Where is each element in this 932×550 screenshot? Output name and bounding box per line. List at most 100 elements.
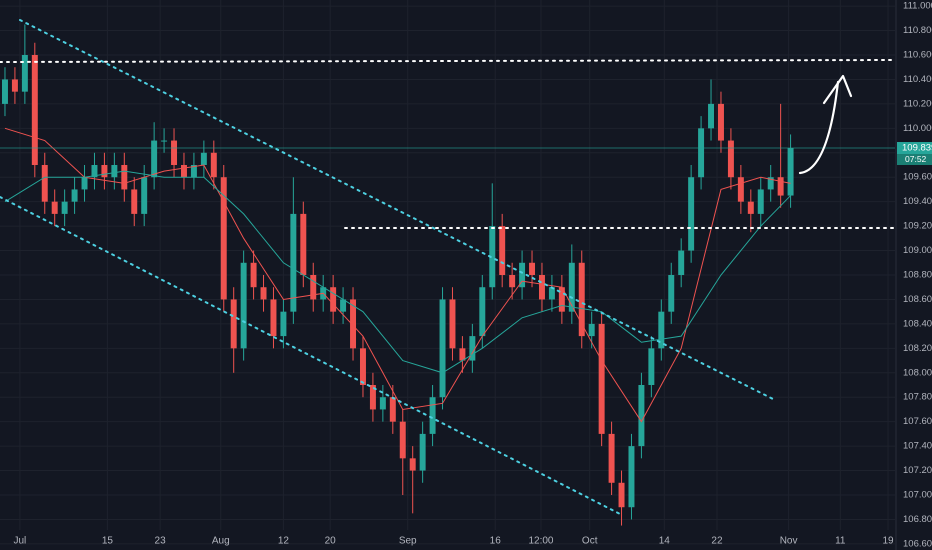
y-tick-label: 110.200 [903, 98, 932, 109]
candle-body [598, 323, 605, 434]
candle-body [1, 79, 8, 104]
candle-body [131, 189, 138, 214]
candle-body [369, 385, 376, 410]
candle-body [698, 128, 705, 178]
y-tick-label: 111.000 [903, 1, 932, 12]
candle-body [648, 348, 655, 385]
candle-body [429, 397, 436, 434]
candle-body [618, 482, 625, 508]
candle-body [558, 287, 565, 312]
candle-body [101, 165, 108, 178]
candle-body [628, 446, 635, 508]
candle-body [658, 311, 665, 349]
candle-body [538, 275, 545, 300]
x-tick-label: 19 [882, 536, 894, 547]
y-tick-label: 109.200 [903, 221, 932, 232]
candle-body [151, 140, 158, 178]
candle-body [220, 177, 227, 300]
candle-body [638, 385, 645, 447]
candle-body [300, 213, 307, 275]
candle-body [91, 165, 98, 178]
candle-body [688, 177, 695, 251]
candle-body [330, 287, 337, 312]
candle-body [678, 250, 685, 275]
arrow-head [822, 74, 853, 105]
candle-body [717, 103, 724, 141]
candle-body [31, 55, 38, 165]
candle-body [141, 177, 148, 214]
y-tick-label: 108.200 [903, 343, 932, 354]
y-tick-label: 109.600 [903, 172, 932, 183]
candle-body [21, 55, 28, 92]
grid [0, 0, 895, 545]
candle-body [757, 189, 764, 214]
last-price-label: 109.839 [902, 143, 932, 154]
candle-body [767, 177, 774, 190]
candle-body [260, 287, 267, 300]
drawings [0, 19, 896, 516]
countdown-label: 07:52 [905, 154, 927, 164]
candle-body [180, 165, 187, 178]
candle-body [737, 177, 744, 202]
candle-body [350, 299, 357, 349]
y-tick-label: 107.000 [903, 490, 932, 501]
candle-body [509, 275, 516, 288]
candle-body [568, 262, 575, 312]
channel-upper [19, 19, 776, 401]
candle-body [727, 140, 734, 178]
candle-body [777, 177, 784, 196]
moving-average [4, 170, 791, 374]
x-tick-label: 11 [835, 536, 846, 547]
candle-body [210, 152, 217, 178]
x-tick-label: 16 [490, 536, 502, 547]
candle-body [171, 140, 178, 165]
price-axis: 111.000 110.800 110.600 110.400 110.200 110.0… [13, 0, 932, 550]
candle-body [71, 189, 78, 202]
candle-body [280, 311, 287, 337]
candle-body [61, 201, 68, 214]
candle-body [389, 397, 396, 422]
candle-body [161, 140, 168, 142]
candle-body [469, 336, 476, 361]
y-tick-label: 107.800 [903, 392, 932, 403]
candle-body [121, 165, 128, 190]
y-tick-label: 109.400 [903, 196, 932, 207]
x-tick-label: 23 [155, 536, 167, 547]
candle-body [787, 148, 794, 196]
candle-body [81, 177, 88, 190]
x-tick-label: 12:00 [528, 536, 553, 547]
y-tick-label: 110.400 [903, 74, 932, 85]
last-price-box [897, 142, 932, 155]
candle-body [409, 458, 416, 471]
candle-body [439, 299, 446, 398]
y-tick-label: 110.800 [903, 25, 932, 36]
y-tick-label: 108.800 [903, 270, 932, 281]
y-tick-label: 107.200 [903, 465, 932, 476]
candle-body [578, 262, 585, 337]
candle-body [359, 348, 366, 385]
candle-body [608, 433, 615, 483]
candle-body [747, 201, 754, 214]
y-tick-label: 108.600 [903, 294, 932, 305]
resistance-line [0, 59, 896, 63]
candle-body [499, 226, 506, 275]
x-tick-label: 12 [278, 536, 290, 547]
candle-body [519, 262, 526, 288]
x-tick-label: Oct [582, 536, 598, 547]
candle-body [230, 299, 237, 349]
candle-body [529, 262, 536, 275]
x-tick-label: 15 [102, 536, 114, 547]
candle-body [479, 287, 486, 337]
candle-body [11, 79, 18, 92]
candle-body [459, 348, 466, 361]
candle-body [310, 275, 317, 300]
y-tick-label: 106.800 [903, 514, 932, 525]
candle-body [708, 103, 715, 129]
candle-body [290, 213, 297, 312]
arrow-shaft [798, 80, 840, 175]
candle-body [51, 201, 58, 214]
candle-body [399, 421, 406, 459]
candle-body [240, 262, 247, 349]
x-tick-label: 14 [659, 536, 671, 547]
y-tick-label: 107.600 [903, 416, 932, 427]
